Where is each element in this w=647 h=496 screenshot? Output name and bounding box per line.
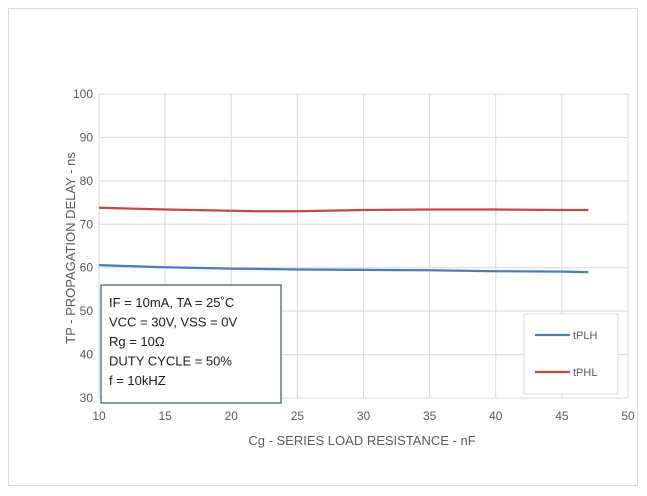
series-line-tphl — [98, 206, 589, 213]
y-tick-label: 50 — [80, 304, 94, 318]
y-axis-title: TP - PROPAGATION DELAY - ns — [63, 152, 78, 344]
x-tick-label: 25 — [291, 409, 305, 423]
y-tick-label: 40 — [80, 348, 94, 362]
x-tick-label: 20 — [225, 409, 239, 423]
x-tick-label: 35 — [423, 409, 437, 423]
y-tick-label: 70 — [80, 217, 94, 231]
tick-labels: 30 40 50 60 70 80 90 100 10 15 20 25 30 35 40 45 50 — [73, 87, 635, 423]
annotation-line: DUTY CYCLE = 50% — [109, 354, 232, 369]
x-tick-label: 40 — [489, 409, 503, 423]
y-tick-label: 60 — [80, 261, 94, 275]
legend-label-tplh: tPLH — [573, 330, 598, 342]
legend-label-tphl: tPHL — [573, 367, 597, 379]
y-tick-label: 100 — [73, 87, 93, 101]
legend: tPLH tPHL — [523, 313, 619, 395]
x-axis-title: Cg - SERIES LOAD RESISTANCE - nF — [248, 433, 475, 448]
y-tick-label: 90 — [80, 130, 94, 144]
y-tick-label: 80 — [80, 174, 94, 188]
chart-frame — [8, 8, 638, 486]
annotation-line: f = 10kHZ — [109, 373, 166, 388]
x-tick-label: 45 — [555, 409, 569, 423]
series-line-tplh — [98, 263, 589, 274]
legend-box — [523, 313, 619, 395]
annotation-line: Rg = 10Ω — [109, 334, 165, 349]
annotation-line: VCC = 30V, VSS = 0V — [109, 315, 237, 330]
annotation-box — [100, 284, 282, 404]
annotation-line: IF = 10mA, TA = 25˚C — [109, 295, 234, 310]
series-layer — [98, 206, 589, 274]
x-tick-label: 10 — [92, 409, 106, 423]
y-tick-label: 30 — [80, 391, 94, 405]
x-tick-label: 50 — [621, 409, 635, 423]
x-tick-label: 15 — [158, 409, 172, 423]
x-tick-label: 30 — [357, 409, 371, 423]
conditions-annotation: IF = 10mA, TA = 25˚C VCC = 30V, VSS = 0V R… — [100, 284, 282, 404]
